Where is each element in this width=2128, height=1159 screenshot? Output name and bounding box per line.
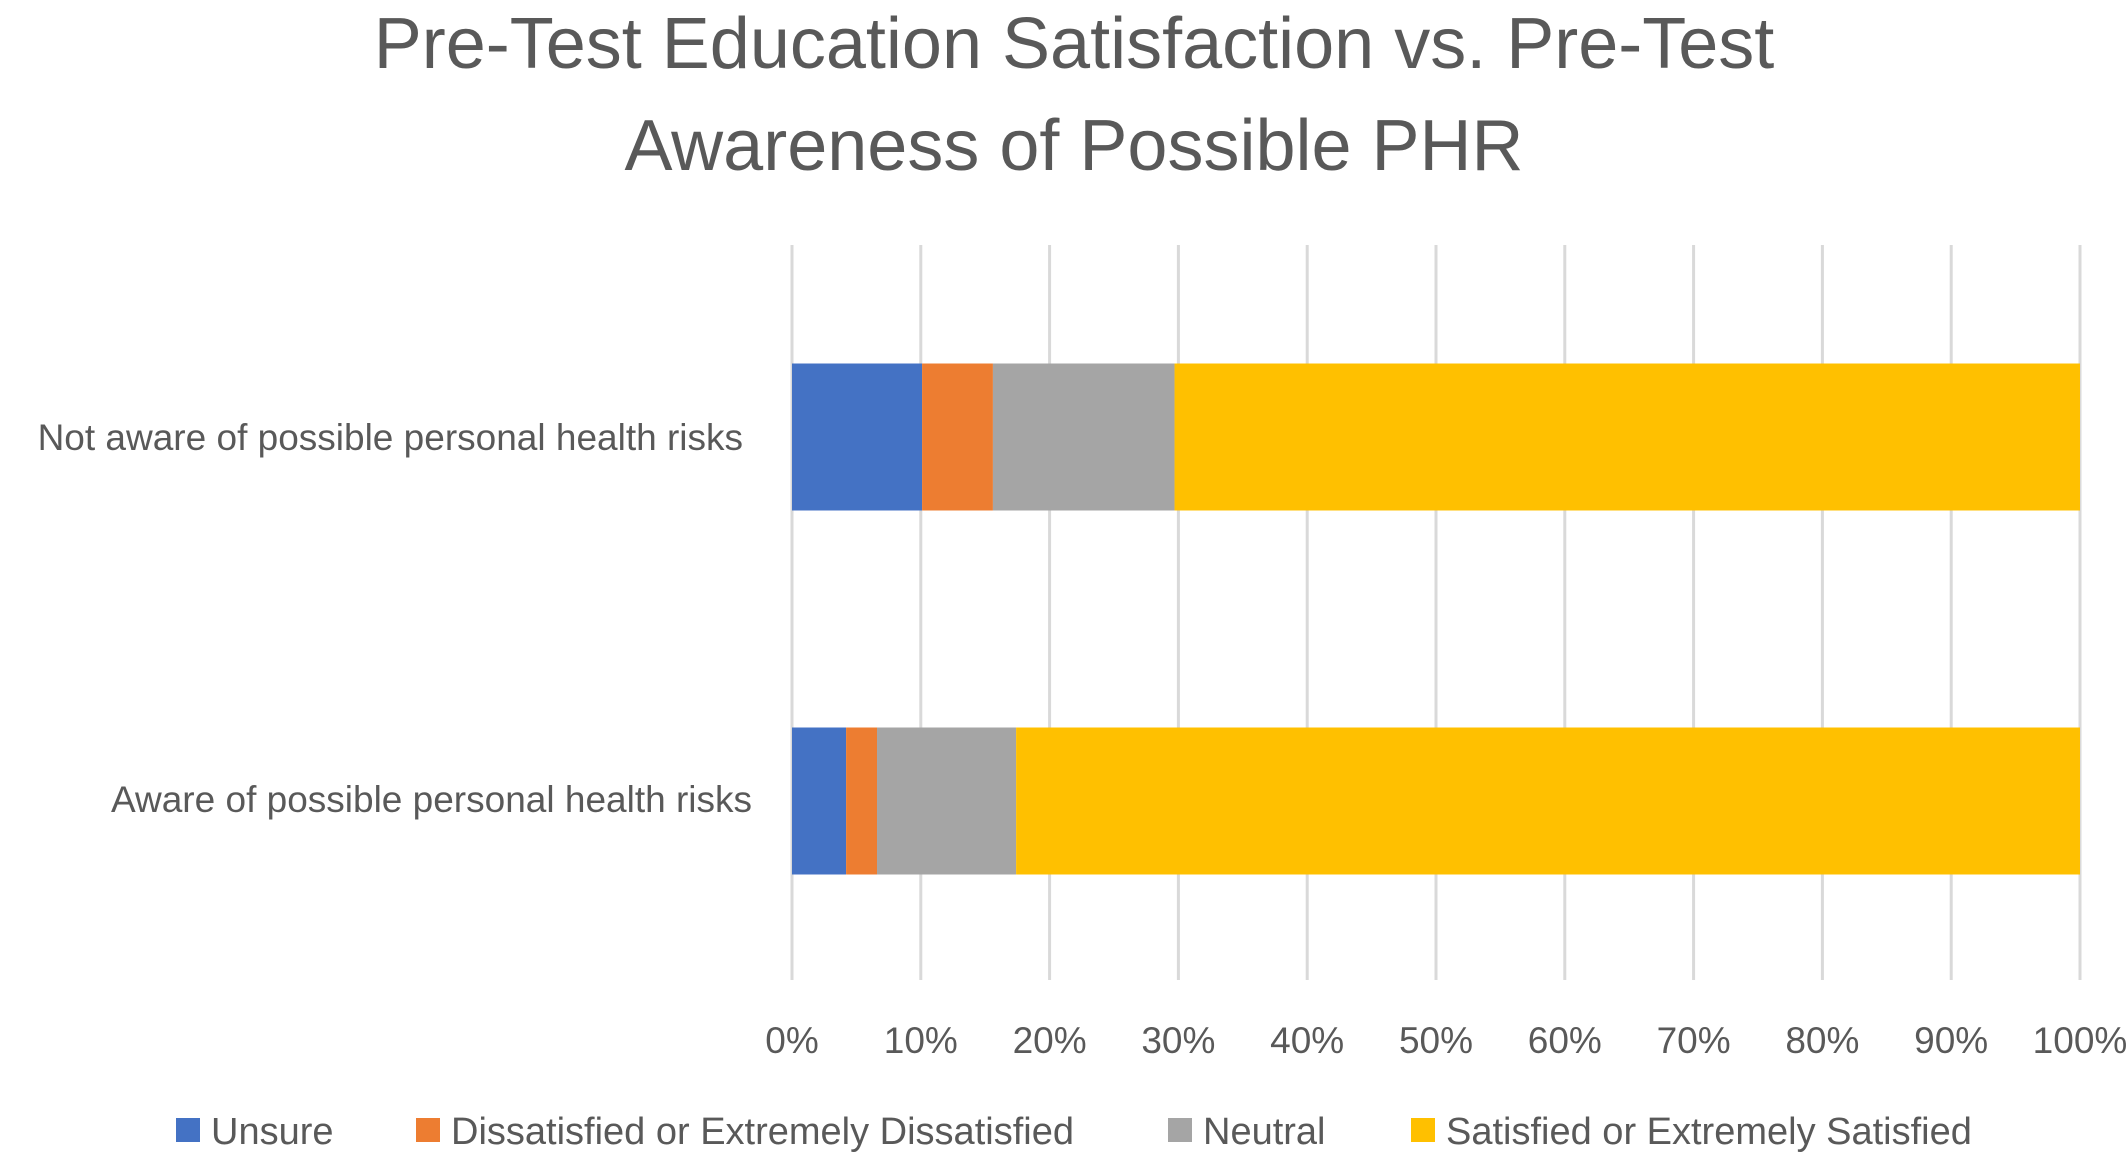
x-tick-label-30: 30% xyxy=(1141,1020,1215,1061)
category-label-aware: Aware of possible personal health risks xyxy=(111,779,752,820)
chart-title-line-1: Pre-Test Education Satisfaction vs. Pre-… xyxy=(374,4,1775,84)
chart-title-line-2: Awareness of Possible PHR xyxy=(624,106,1523,186)
legend-label-0: Unsure xyxy=(211,1111,334,1153)
bar-segment-cat1-series1 xyxy=(846,727,878,875)
x-tick-label-90: 90% xyxy=(1914,1020,1988,1061)
x-tick-label-40: 40% xyxy=(1270,1020,1344,1061)
x-axis-tick-labels: 0% 10% 20% 30% 40% 50% 60% 70% 80% 90% 100% xyxy=(765,1020,2127,1061)
chart-title: Pre-Test Education Satisfaction vs. Pre-… xyxy=(374,4,1775,186)
x-tick-label-100: 100% xyxy=(2033,1020,2128,1061)
bar-segment-cat1-series3 xyxy=(1016,727,2080,875)
bar-segment-cat1-series2 xyxy=(877,727,1017,875)
x-tick-label-20: 20% xyxy=(1013,1020,1087,1061)
legend-swatch-2 xyxy=(1168,1118,1192,1142)
legend-swatch-0 xyxy=(176,1118,200,1142)
x-tick-label-70: 70% xyxy=(1657,1020,1731,1061)
bar-segment-cat0-series2 xyxy=(992,363,1175,511)
legend-label-2: Neutral xyxy=(1203,1111,1326,1153)
bar-segment-cat1-series0 xyxy=(792,727,847,875)
x-tick-label-50: 50% xyxy=(1399,1020,1473,1061)
legend-swatch-1 xyxy=(416,1118,440,1142)
legend: Unsure Dissatisfied or Extremely Dissatis… xyxy=(176,1111,1972,1153)
bar-segment-cat0-series1 xyxy=(922,363,993,511)
legend-label-3: Satisfied or Extremely Satisfied xyxy=(1446,1111,1972,1153)
bar-stacks xyxy=(792,363,2080,875)
legend-label-1: Dissatisfied or Extremely Dissatisfied xyxy=(451,1111,1074,1153)
x-tick-label-80: 80% xyxy=(1785,1020,1859,1061)
x-tick-label-0: 0% xyxy=(765,1020,818,1061)
x-tick-label-10: 10% xyxy=(884,1020,958,1061)
bar-segment-cat0-series0 xyxy=(792,363,923,511)
legend-swatch-3 xyxy=(1411,1118,1435,1142)
category-label-not-aware: Not aware of possible personal health ri… xyxy=(38,417,743,458)
bar-segment-cat0-series3 xyxy=(1174,363,2080,511)
x-tick-label-60: 60% xyxy=(1528,1020,1602,1061)
category-labels: Not aware of possible personal health ri… xyxy=(38,417,752,820)
